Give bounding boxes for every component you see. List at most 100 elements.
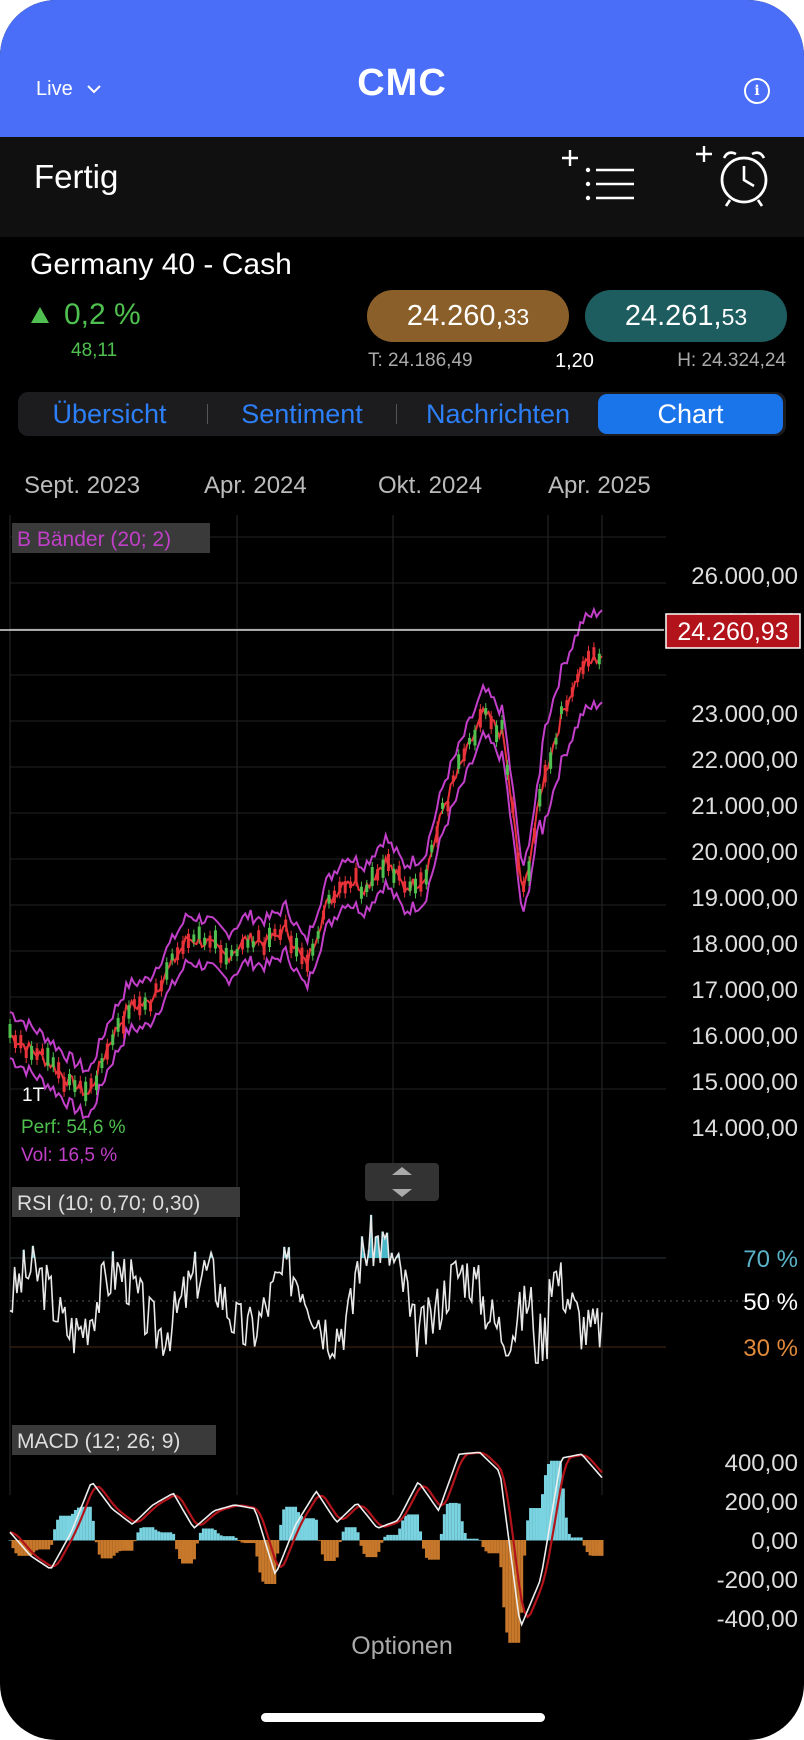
macd-histogram-bar <box>427 1540 431 1560</box>
macd-histogram-bar <box>472 1538 476 1541</box>
macd-histogram-bar <box>335 1540 339 1558</box>
macd-histogram-bar <box>359 1540 363 1546</box>
macd-histogram-bar <box>261 1540 265 1582</box>
candle-body <box>176 947 180 961</box>
candle-body <box>116 1017 120 1032</box>
bollinger-label: B Bänder (20; 2) <box>17 528 171 551</box>
candle-body <box>597 653 601 665</box>
macd-histogram-bar <box>255 1540 259 1557</box>
candle-body <box>208 935 212 948</box>
options-button[interactable]: Optionen <box>351 1632 453 1660</box>
candle-body <box>576 674 580 683</box>
candle-body <box>473 729 477 746</box>
macd-histogram-bar <box>422 1540 426 1549</box>
price-chart[interactable]: B Bänder (20; 2) 26.000,0025.000,0023.00… <box>0 515 804 1665</box>
bollinger-label-bg <box>12 523 210 553</box>
sell-price-button[interactable]: 24.260,33 <box>367 290 569 342</box>
candle-body <box>170 953 174 961</box>
candle-body <box>8 1024 12 1038</box>
rsi-level-30: 30 % <box>743 1335 798 1362</box>
price-tick-label: 21.000,00 <box>691 793 798 820</box>
macd-histogram-bar <box>520 1540 524 1613</box>
x-label-3: Okt. 2024 <box>378 472 483 499</box>
candle-body <box>441 802 445 809</box>
panel-resize-handle[interactable] <box>365 1163 439 1201</box>
macd-histogram-bar <box>538 1508 542 1541</box>
change-percent: 0,2 % <box>64 298 141 331</box>
macd-histogram-bar <box>94 1540 98 1543</box>
info-icon[interactable]: i <box>744 78 770 104</box>
rsi-label: RSI (10; 0,70; 0,30) <box>17 1192 200 1215</box>
rsi-line <box>9 1214 603 1364</box>
macd-histogram-bar <box>178 1540 182 1559</box>
tab-chart[interactable]: Chart <box>598 394 783 434</box>
candle-body <box>95 1075 99 1091</box>
candle-body <box>570 687 574 697</box>
macd-histogram-bar <box>127 1540 131 1551</box>
price-axis: 26.000,0025.000,0023.000,0022.000,0021.0… <box>691 563 798 1142</box>
macd-histogram-bar <box>401 1520 405 1541</box>
candle-body <box>24 1051 28 1058</box>
change-absolute: 48,11 <box>71 340 118 361</box>
macd-histogram-bar <box>600 1540 604 1556</box>
done-button[interactable]: Fertig <box>34 158 119 195</box>
candle-body <box>322 910 326 920</box>
macd-histogram-bar <box>341 1531 345 1541</box>
candle-body <box>462 748 466 762</box>
macd-histogram-bar <box>246 1540 250 1544</box>
macd-histogram-bar <box>184 1540 188 1564</box>
candle-body <box>51 1057 55 1068</box>
macd-histogram-bar <box>502 1540 506 1608</box>
macd-histogram-bar <box>282 1509 286 1541</box>
candle-body <box>35 1048 39 1060</box>
rsi-panel: RSI (10; 0,70; 0,30) 70 % 50 % 30 % <box>9 1187 798 1364</box>
candle-body <box>527 861 531 882</box>
macd-histogram-bar <box>88 1506 92 1541</box>
current-price-tag <box>665 613 801 649</box>
candle-body <box>581 661 585 675</box>
add-alarm-icon[interactable] <box>694 140 774 210</box>
candle-body <box>586 650 590 667</box>
daily-change: 0,2 % <box>30 298 141 332</box>
cmc-logo: CMC <box>357 62 447 104</box>
macd-histogram-bar <box>570 1537 574 1541</box>
tab-divider <box>396 404 397 424</box>
macd-histogram-bar <box>546 1463 550 1541</box>
candle-body <box>424 869 428 885</box>
account-mode-dropdown[interactable]: Live <box>36 78 101 101</box>
candle-body <box>19 1035 23 1049</box>
macd-histogram-bar <box>326 1540 330 1561</box>
candle-body <box>149 1004 153 1012</box>
macd-histogram-bar <box>35 1540 39 1551</box>
buy-price-button[interactable]: 24.261,53 <box>585 290 787 342</box>
sell-price-main: 24.260, <box>406 300 504 332</box>
tab-news[interactable]: Nachrichten <box>425 399 571 429</box>
candle-body <box>327 894 331 904</box>
macd-histogram-bar <box>118 1540 122 1552</box>
add-to-watchlist-icon[interactable] <box>558 146 638 206</box>
macd-histogram-bar <box>350 1527 354 1541</box>
macd-histogram-bar <box>410 1514 414 1541</box>
macd-histogram-bar <box>413 1514 417 1541</box>
macd-histogram-bar <box>32 1540 36 1553</box>
macd-histogram-bar <box>243 1540 247 1544</box>
macd-histogram-bar <box>252 1540 256 1544</box>
rsi-overbought-fill <box>22 1214 400 1258</box>
macd-label-bg <box>12 1425 216 1455</box>
macd-histogram-bar <box>460 1521 464 1541</box>
macd-histogram-bar <box>85 1506 89 1541</box>
macd-histogram-bar <box>225 1536 229 1541</box>
macd-histogram-bar <box>14 1540 18 1554</box>
macd-histogram-bar <box>285 1506 289 1541</box>
candle-body <box>203 937 207 946</box>
candle-body <box>489 716 493 730</box>
tab-overview[interactable]: Übersicht <box>52 399 167 429</box>
price-tick-label: 14.000,00 <box>691 1115 798 1142</box>
macd-histogram-bar <box>100 1540 104 1559</box>
candle-body <box>538 789 542 807</box>
candle-body <box>435 826 439 843</box>
macd-label: MACD (12; 26; 9) <box>17 1430 180 1453</box>
tab-sentiment[interactable]: Sentiment <box>241 399 363 429</box>
macd-histogram-bar <box>564 1517 568 1541</box>
macd-histogram-bar <box>44 1540 48 1550</box>
